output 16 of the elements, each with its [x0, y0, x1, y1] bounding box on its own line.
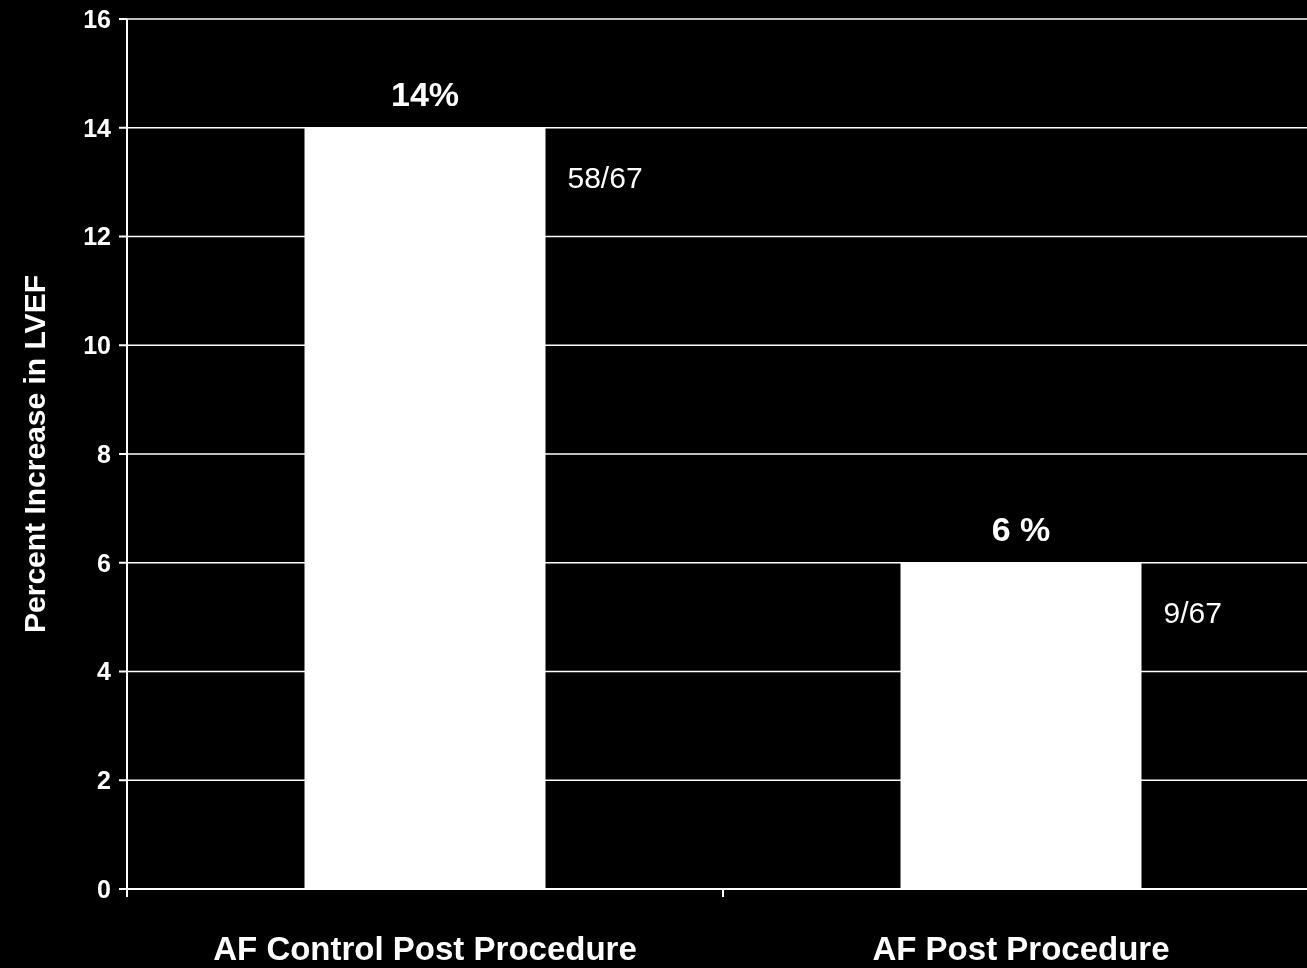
y-axis-title: Percent Increase in LVEF — [18, 275, 51, 633]
data-label: 6 % — [991, 509, 1051, 548]
x-tick-label: AF Post Procedure — [872, 930, 1170, 967]
annotation: 58/67 — [567, 161, 643, 195]
y-tick-label: 0 — [97, 874, 111, 903]
y-tick-label: 16 — [83, 4, 111, 33]
y-tick-label: 6 — [97, 548, 111, 577]
y-tick-label: 2 — [97, 766, 111, 794]
data-label: 14% — [390, 74, 460, 113]
x-tick-label: AF Control Post Procedure — [213, 930, 637, 967]
y-tick-label: 12 — [83, 222, 111, 251]
annotation: 9/67 — [1163, 596, 1222, 630]
y-tick-label: 14 — [83, 113, 112, 142]
y-tick-label: 4 — [97, 657, 112, 686]
y-tick-label: 10 — [83, 331, 111, 359]
y-tick-label: 8 — [97, 439, 112, 468]
